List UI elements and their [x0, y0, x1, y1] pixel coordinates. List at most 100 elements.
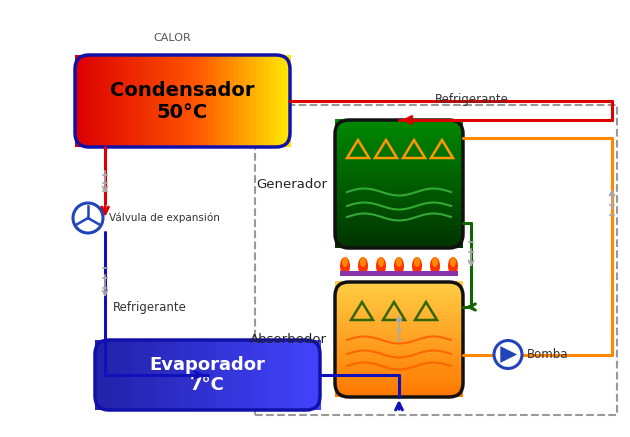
Bar [335, 191, 463, 197]
Text: Válvula de expansión: Válvula de expansión [109, 213, 220, 223]
Bar [148, 55, 153, 147]
Bar [277, 55, 282, 147]
Ellipse shape [360, 257, 366, 267]
Bar [191, 55, 197, 147]
Bar [185, 340, 193, 410]
Bar [335, 239, 463, 244]
Bar [140, 340, 149, 410]
Bar [260, 55, 265, 147]
Ellipse shape [342, 257, 348, 267]
Bar [335, 323, 463, 328]
Bar [340, 271, 458, 276]
Bar [238, 55, 244, 147]
Bar [335, 166, 463, 171]
Bar [335, 208, 463, 214]
Bar [217, 55, 222, 147]
Bar [113, 55, 119, 147]
Bar [335, 123, 463, 128]
Bar [335, 140, 463, 146]
Bar [335, 377, 463, 382]
Ellipse shape [376, 257, 386, 275]
Bar [170, 340, 178, 410]
Bar [187, 55, 192, 147]
Text: Refrigerante: Refrigerante [113, 302, 187, 315]
Bar [335, 312, 463, 316]
Bar [95, 340, 103, 410]
Bar [101, 55, 106, 147]
Bar [335, 174, 463, 180]
Bar [335, 369, 463, 374]
Bar [152, 55, 158, 147]
Bar [335, 136, 463, 141]
Bar [335, 128, 463, 133]
Text: Refrigerante: Refrigerante [435, 94, 509, 107]
Bar [92, 55, 98, 147]
Bar [335, 183, 463, 188]
Ellipse shape [396, 257, 402, 267]
Bar [335, 187, 463, 193]
Bar [335, 388, 463, 393]
Bar [251, 55, 256, 147]
Bar [103, 340, 111, 410]
Text: Generador: Generador [256, 177, 327, 191]
Bar [290, 340, 299, 410]
Bar [335, 361, 463, 366]
Bar [96, 55, 102, 147]
Bar [260, 340, 268, 410]
Bar [118, 55, 123, 147]
Bar [268, 340, 276, 410]
Ellipse shape [448, 257, 458, 275]
Bar [161, 55, 166, 147]
Bar [335, 196, 463, 201]
Ellipse shape [378, 257, 384, 267]
Bar [335, 213, 463, 218]
Bar [335, 373, 463, 378]
Bar [335, 119, 463, 124]
Bar [335, 292, 463, 297]
Bar [297, 340, 306, 410]
Text: CALOR: CALOR [154, 33, 192, 43]
Bar [335, 145, 463, 150]
Circle shape [494, 340, 522, 368]
Bar [84, 55, 89, 147]
Bar [75, 55, 80, 147]
Bar [125, 340, 134, 410]
Bar [212, 55, 218, 147]
Circle shape [73, 203, 103, 233]
Bar [282, 55, 287, 147]
Bar [335, 381, 463, 385]
Bar [335, 296, 463, 301]
Bar [139, 55, 145, 147]
Bar [312, 340, 321, 410]
Bar [335, 243, 463, 248]
Bar [169, 55, 175, 147]
Ellipse shape [394, 257, 404, 275]
Bar [335, 230, 463, 235]
Bar [183, 55, 188, 147]
Bar [155, 340, 164, 410]
Bar [178, 340, 186, 410]
Bar [335, 342, 463, 347]
Bar [247, 55, 252, 147]
Bar [215, 340, 224, 410]
Bar [200, 55, 205, 147]
Bar [132, 340, 141, 410]
Bar [335, 225, 463, 231]
Bar [335, 289, 463, 294]
Bar [178, 55, 183, 147]
Bar [226, 55, 231, 147]
Bar [243, 55, 248, 147]
Bar [268, 55, 274, 147]
Bar [335, 319, 463, 324]
Bar [222, 340, 231, 410]
Bar [105, 55, 110, 147]
Bar [204, 55, 209, 147]
Bar [195, 55, 201, 147]
Bar [110, 55, 115, 147]
Bar [200, 340, 209, 410]
Bar [335, 281, 463, 286]
Bar [127, 55, 132, 147]
Bar [335, 222, 463, 227]
Bar [209, 55, 214, 147]
Bar [335, 339, 463, 343]
